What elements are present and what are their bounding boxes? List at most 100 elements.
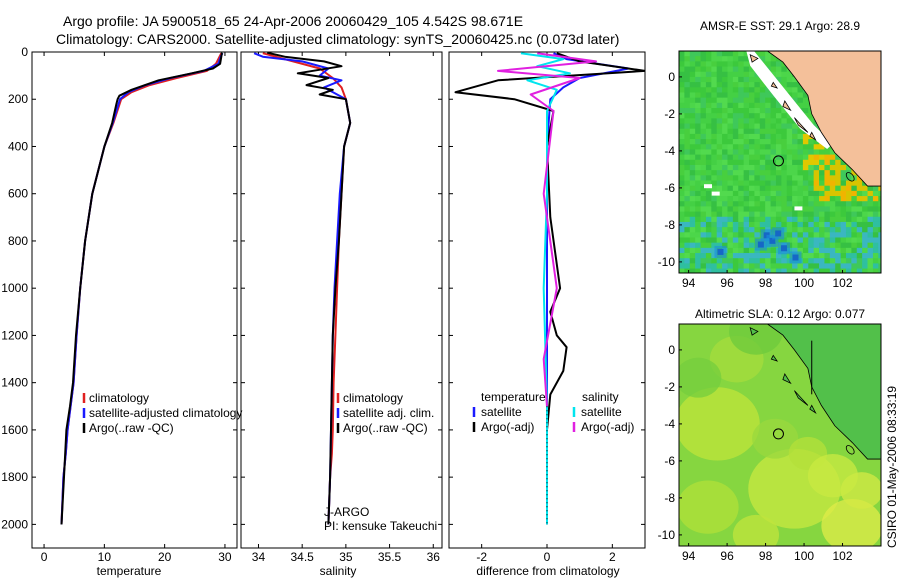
sst-cell bbox=[824, 216, 831, 223]
sst-cell bbox=[749, 206, 756, 213]
sst-cell bbox=[808, 149, 815, 156]
sst-cell bbox=[802, 227, 809, 233]
sla-map-frame bbox=[678, 323, 882, 547]
sst-cell bbox=[765, 107, 772, 114]
sst-cool-cell bbox=[754, 238, 767, 251]
sst-cell bbox=[716, 139, 723, 145]
sst-cell bbox=[705, 206, 712, 213]
sst-cell bbox=[738, 71, 745, 78]
sst-cell bbox=[786, 128, 793, 135]
sst-cell bbox=[689, 144, 696, 151]
sst-cell bbox=[797, 133, 804, 140]
sst-cell bbox=[705, 87, 712, 94]
sst-cell bbox=[722, 227, 729, 233]
sst-cell bbox=[802, 185, 809, 192]
sst-cell bbox=[797, 221, 804, 228]
sst-cell bbox=[732, 56, 739, 62]
sst-cell bbox=[732, 154, 739, 161]
sst-cell bbox=[792, 237, 799, 244]
sst-cell bbox=[727, 82, 734, 88]
sst-cell bbox=[829, 149, 836, 156]
sst-cell bbox=[722, 221, 729, 228]
sst-cell bbox=[770, 180, 777, 187]
sst-cell bbox=[684, 107, 691, 114]
sst-cell bbox=[689, 206, 696, 213]
sst-cell bbox=[722, 113, 729, 119]
sla-map-x-tick-label: 96 bbox=[720, 549, 734, 563]
sst-cell bbox=[711, 123, 718, 130]
sst-cell bbox=[829, 211, 836, 218]
sst-cell bbox=[679, 185, 685, 192]
depth-tick-label: 400 bbox=[8, 139, 28, 153]
sst-cell bbox=[732, 159, 739, 166]
sst-cell bbox=[775, 149, 782, 156]
depth-tick-label: 2000 bbox=[1, 517, 28, 531]
sst-cell bbox=[700, 51, 707, 57]
sst-cell bbox=[711, 175, 718, 182]
sst-cell bbox=[716, 164, 723, 171]
sst-cell bbox=[802, 170, 809, 176]
sst-cell bbox=[792, 164, 799, 171]
sst-cell bbox=[824, 268, 831, 273]
sst-cell bbox=[813, 221, 820, 228]
sst-cell bbox=[829, 190, 836, 197]
sst-cell bbox=[813, 149, 820, 156]
sst-cell bbox=[808, 144, 815, 151]
sst-cell bbox=[679, 175, 685, 182]
sst-cell bbox=[878, 268, 881, 273]
sst-cell bbox=[705, 82, 712, 88]
sst-cell bbox=[775, 180, 782, 187]
sst-cell bbox=[749, 107, 756, 114]
sst-map-y-tick-label: 0 bbox=[668, 70, 675, 84]
sst-cell bbox=[711, 128, 718, 135]
sst-cell bbox=[792, 180, 799, 187]
sst-cell bbox=[851, 180, 858, 187]
sst-cell bbox=[824, 263, 831, 270]
sst-cell bbox=[754, 51, 761, 57]
depth-tick-label: 1600 bbox=[1, 423, 28, 437]
sst-cell bbox=[781, 263, 788, 270]
sst-cell bbox=[689, 263, 696, 270]
sst-cell bbox=[700, 61, 707, 68]
sst-cell bbox=[770, 196, 777, 202]
sst-cell bbox=[754, 128, 761, 135]
sst-cell bbox=[765, 247, 772, 254]
sst-cell bbox=[705, 242, 712, 249]
sst-cell bbox=[819, 190, 826, 197]
sla-map-field bbox=[679, 324, 881, 546]
sst-cell bbox=[824, 242, 831, 249]
sst-cell bbox=[711, 133, 718, 140]
sst-cell bbox=[689, 258, 696, 264]
sst-cell bbox=[792, 201, 799, 207]
sst-cell bbox=[819, 253, 826, 259]
sst-cell bbox=[684, 139, 691, 145]
sla-map-y-tick-label: -4 bbox=[664, 417, 675, 431]
sst-cell bbox=[722, 92, 729, 99]
sst-cell bbox=[872, 258, 879, 264]
sst-cell bbox=[749, 71, 756, 78]
sst-cell bbox=[845, 201, 852, 207]
sst-cell bbox=[824, 190, 831, 197]
sst-cell bbox=[689, 242, 696, 249]
sst-cell bbox=[716, 268, 723, 273]
sst-cell bbox=[738, 66, 745, 73]
sst-cell bbox=[732, 247, 739, 254]
sst-cell bbox=[705, 92, 712, 99]
sst-cell bbox=[867, 232, 874, 239]
sst-cell bbox=[759, 164, 766, 171]
sst-cell bbox=[835, 170, 842, 176]
sst-cell bbox=[722, 190, 729, 197]
sst-cell bbox=[689, 175, 696, 182]
sst-cell bbox=[781, 128, 788, 135]
sst-cell bbox=[856, 201, 863, 207]
sst-cell bbox=[679, 180, 685, 187]
sst-cell bbox=[695, 237, 702, 244]
sst-cell bbox=[808, 247, 815, 254]
sst-cell bbox=[808, 268, 815, 273]
sst-cell bbox=[759, 206, 766, 213]
sst-cell bbox=[727, 237, 734, 244]
sst-cell bbox=[765, 263, 772, 270]
sst-cell bbox=[808, 118, 815, 125]
sst-cell bbox=[711, 253, 718, 259]
sst-cell bbox=[862, 196, 869, 202]
